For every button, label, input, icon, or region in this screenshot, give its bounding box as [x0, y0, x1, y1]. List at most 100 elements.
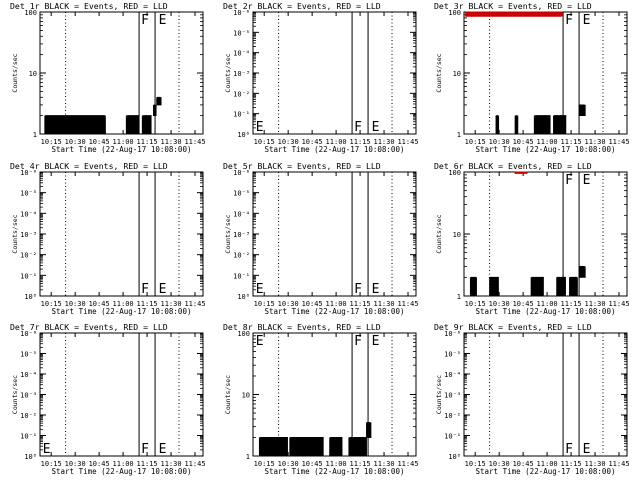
flag-f-label: F [141, 282, 149, 297]
x-tick-label: 11:00 [537, 460, 558, 468]
series-events-segment [125, 115, 140, 135]
x-tick-label: 11:00 [113, 138, 134, 146]
y-axis-label: Counts/sec [224, 53, 232, 92]
y-tick-label: 10⁰ [237, 131, 250, 139]
x-tick-label: 10:45 [89, 460, 110, 468]
x-tick-label: 11:45 [608, 138, 629, 146]
panel-title: Det 4r BLACK = Events, RED = LLD [10, 161, 168, 171]
x-tick-label: 11:45 [397, 138, 418, 146]
y-tick-label: 10⁻³ [233, 231, 250, 239]
y-tick-label: 10 [242, 392, 250, 400]
x-tick-label: 10:45 [89, 138, 110, 146]
y-axis-label: Counts/sec [435, 53, 443, 92]
y-tick-label: 1 [457, 293, 461, 301]
y-tick-label: 100 [237, 330, 250, 338]
y-tick-label: 10 [453, 231, 461, 239]
y-tick-label: 10⁻⁵ [233, 190, 250, 198]
y-tick-label: 10⁻¹ [233, 111, 250, 119]
flag-e-label: E [372, 282, 380, 297]
x-tick-label: 11:30 [161, 138, 182, 146]
y-axis-label: Counts/sec [11, 375, 19, 414]
y-tick-label: 10⁻⁵ [444, 351, 461, 359]
x-tick-label: 11:15 [350, 138, 371, 146]
y-tick-label: 10⁻⁴ [20, 210, 37, 218]
flag-f-label: F [565, 442, 573, 457]
y-tick-label: 1 [246, 453, 250, 461]
series-events-segment [533, 115, 551, 135]
panel-title: Det 1r BLACK = Events, RED = LLD [10, 1, 168, 11]
series-events-segment [489, 276, 499, 297]
x-tick-label: 11:30 [161, 460, 182, 468]
x-tick-label: 11:30 [161, 300, 182, 308]
flag-e-label: E [583, 13, 591, 28]
x-tick-label: 11:45 [608, 460, 629, 468]
x-tick-label: 11:00 [113, 460, 134, 468]
x-tick-label: 10:15 [41, 138, 62, 146]
flag-f-label: F [565, 173, 573, 188]
panel-det-1r: Det 1r BLACK = Events, RED = LLD Counts/s… [10, 1, 206, 154]
x-tick-label: 10:30 [489, 460, 510, 468]
y-tick-label: 10⁰ [237, 293, 250, 301]
x-tick-label: 11:45 [397, 460, 418, 468]
panel-det-6r: Det 6r BLACK = Events, RED = LLD Counts/s… [434, 161, 630, 316]
series-events-segment [495, 115, 500, 135]
y-tick-label: 1 [33, 131, 37, 139]
x-tick-label: 11:30 [374, 138, 395, 146]
y-tick-label: 10⁻³ [444, 392, 461, 400]
x-tick-label: 11:15 [137, 138, 158, 146]
x-tick-label: 10:15 [254, 460, 275, 468]
flag-e-label: E [159, 442, 167, 457]
x-axis-label: Start Time (22-Aug-17 10:08:00) [476, 307, 616, 316]
y-tick-label: 10⁻¹ [444, 433, 461, 441]
y-tick-label: 10⁻³ [20, 392, 37, 400]
flag-f-label: F [354, 120, 362, 135]
flag-f-label: F [354, 334, 362, 349]
x-axis-label: Start Time (22-Aug-17 10:08:00) [52, 307, 192, 316]
panel-title: Det 8r BLACK = Events, RED = LLD [223, 322, 381, 332]
panel-title: Det 7r BLACK = Events, RED = LLD [10, 322, 168, 332]
y-tick-label: 10 [29, 70, 37, 78]
y-axis-label: Counts/sec [224, 375, 232, 414]
series-events-segment [514, 115, 519, 135]
y-tick-label: 10⁻² [233, 252, 250, 260]
x-tick-label: 10:15 [41, 300, 62, 308]
x-tick-label: 10:15 [254, 300, 275, 308]
y-tick-label: 1 [457, 131, 461, 139]
y-axis-label: Counts/sec [11, 53, 19, 92]
series-events-segment [569, 276, 578, 297]
x-tick-label: 11:15 [350, 300, 371, 308]
y-tick-label: 10⁻³ [233, 70, 250, 78]
x-axis-label: Start Time (22-Aug-17 10:08:00) [476, 145, 616, 154]
flag-e-label: E [583, 173, 591, 188]
series-events-segment [578, 265, 586, 278]
series-events-segment [553, 115, 567, 135]
y-tick-label: 100 [448, 9, 461, 17]
y-tick-label: 10⁻² [444, 412, 461, 420]
y-tick-label: 10⁰ [24, 453, 37, 461]
x-tick-label: 11:15 [137, 460, 158, 468]
x-tick-label: 11:45 [608, 300, 629, 308]
series-events-segment [469, 276, 477, 297]
flag-e-label: E [159, 282, 167, 297]
series-events-segment [556, 276, 566, 297]
y-tick-label: 10⁻⁵ [20, 190, 37, 198]
x-tick-label: 11:15 [350, 460, 371, 468]
x-tick-label: 10:30 [278, 300, 299, 308]
panel-det-9r: Det 9r BLACK = Events, RED = LLD Counts/s… [434, 322, 630, 476]
x-tick-label: 11:15 [561, 300, 582, 308]
x-tick-label: 11:30 [585, 138, 606, 146]
x-tick-label: 10:15 [465, 300, 486, 308]
x-tick-label: 10:15 [254, 138, 275, 146]
x-axis-label: Start Time (22-Aug-17 10:08:00) [476, 467, 616, 476]
y-tick-label: 10⁻⁵ [233, 29, 250, 37]
x-tick-label: 11:30 [585, 460, 606, 468]
y-tick-label: 100 [448, 169, 461, 177]
x-tick-label: 11:30 [374, 300, 395, 308]
flag-f-label: F [141, 13, 149, 28]
y-axis-label: Counts/sec [224, 214, 232, 253]
series-events-segment [153, 104, 157, 117]
x-tick-label: 10:45 [513, 460, 534, 468]
panel-det-3r: Det 3r BLACK = Events, RED = LLD Counts/s… [434, 1, 630, 154]
x-tick-label: 11:00 [113, 300, 134, 308]
